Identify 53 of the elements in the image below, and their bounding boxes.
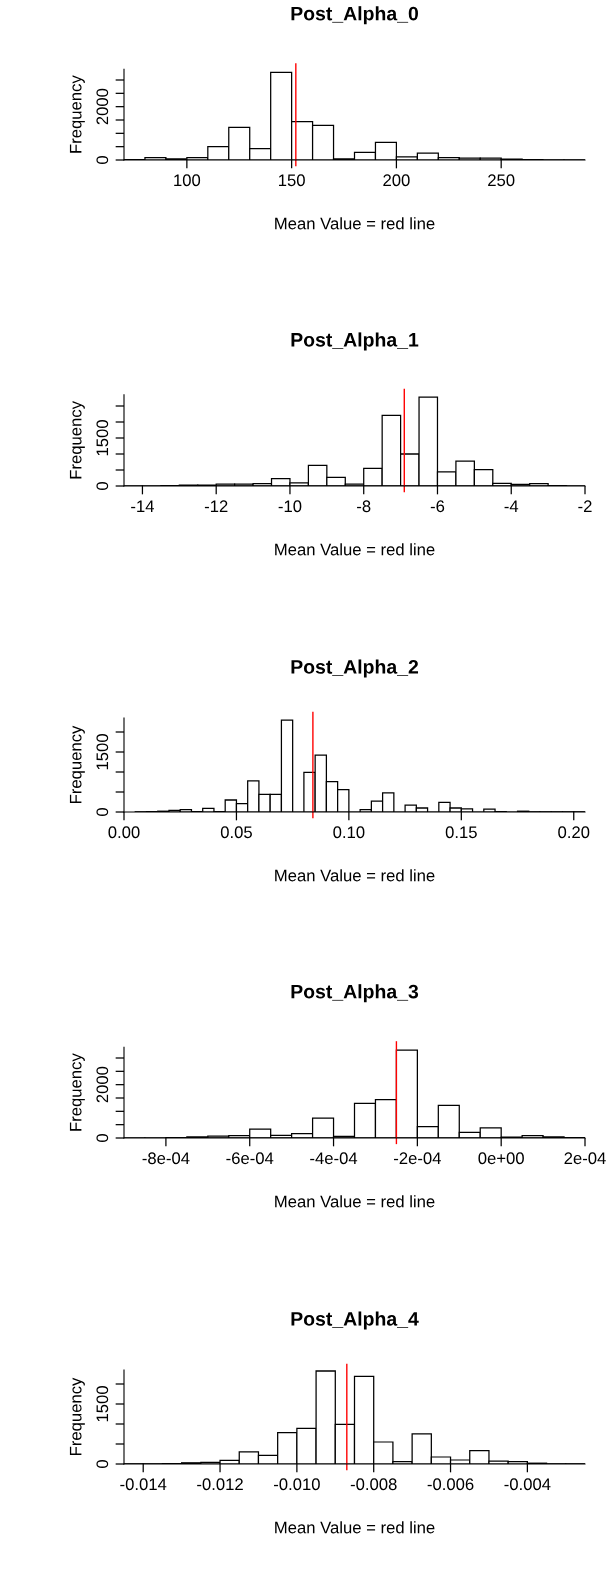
x-axis-title: Mean Value = red line [275, 543, 435, 556]
y-tick-label: 0 [96, 1460, 109, 1468]
x-tick-label: -6 [430, 500, 445, 513]
x-tick-label: -0.010 [273, 1478, 320, 1491]
y-tick-label: 0 [96, 482, 109, 490]
y-axis-title: Frequency [69, 1053, 85, 1131]
x-tick-label: -4e-04 [310, 1152, 358, 1165]
x-tick-label: -12 [204, 500, 228, 512]
x-tick-label: -0.004 [504, 1478, 551, 1491]
y-tick-label: 2000 [96, 1066, 109, 1103]
x-tick-label: -6e-04 [226, 1152, 274, 1165]
y-tick-label: 0 [96, 156, 109, 164]
x-tick-label: 0.20 [558, 826, 590, 839]
x-tick-label: -8 [357, 500, 371, 513]
x-axis-title: Mean Value = red line [275, 1521, 435, 1534]
x-tick-label: 100 [174, 174, 201, 187]
x-tick-label: -8e-04 [142, 1152, 190, 1165]
x-tick-label: -0.006 [427, 1478, 474, 1491]
x-tick-label: -0.014 [120, 1478, 167, 1491]
x-tick-label: -0.012 [197, 1478, 243, 1491]
y-tick-label: 2000 [96, 88, 109, 125]
chart-title: Post_Alpha_3 [291, 984, 419, 1003]
x-tick-label: -4 [504, 500, 519, 512]
x-tick-label: 200 [383, 174, 410, 187]
x-tick-label: 0e+00 [478, 1152, 524, 1165]
chart-title: Post_Alpha_1 [291, 332, 419, 351]
x-tick-label: -14 [131, 500, 154, 512]
x-tick-label: 0.05 [220, 826, 252, 839]
x-axis-title: Mean Value = red line [275, 869, 435, 882]
x-axis-title: Mean Value = red line [275, 1195, 435, 1208]
x-tick-label: -2 [578, 500, 592, 512]
x-tick-label: -2e-04 [394, 1152, 441, 1165]
chart-title: Post_Alpha_0 [291, 6, 418, 25]
y-tick-label: 0 [96, 808, 109, 816]
y-axis-title: Frequency [69, 1377, 85, 1455]
y-tick-label: 0 [96, 1134, 109, 1142]
x-tick-label: 0.00 [108, 826, 140, 839]
x-tick-label: -10 [278, 500, 302, 513]
x-tick-label: 150 [279, 174, 305, 187]
y-axis-title: Frequency [69, 725, 85, 803]
y-tick-label: 1500 [96, 420, 109, 456]
y-tick-label: 1500 [96, 734, 109, 770]
x-tick-label: 0.10 [333, 826, 365, 839]
x-axis-title: Mean Value = red line [275, 217, 435, 230]
x-tick-label: 0.15 [445, 826, 477, 839]
y-tick-label: 1500 [96, 1386, 109, 1422]
y-axis-title: Frequency [69, 75, 85, 153]
x-tick-label: 250 [488, 174, 515, 187]
chart-title: Post_Alpha_2 [291, 659, 419, 678]
x-tick-label: 2e-04 [564, 1152, 606, 1165]
chart-title: Post_Alpha_4 [291, 1311, 419, 1330]
x-tick-label: -0.008 [350, 1478, 397, 1491]
y-axis-title: Frequency [69, 401, 85, 479]
